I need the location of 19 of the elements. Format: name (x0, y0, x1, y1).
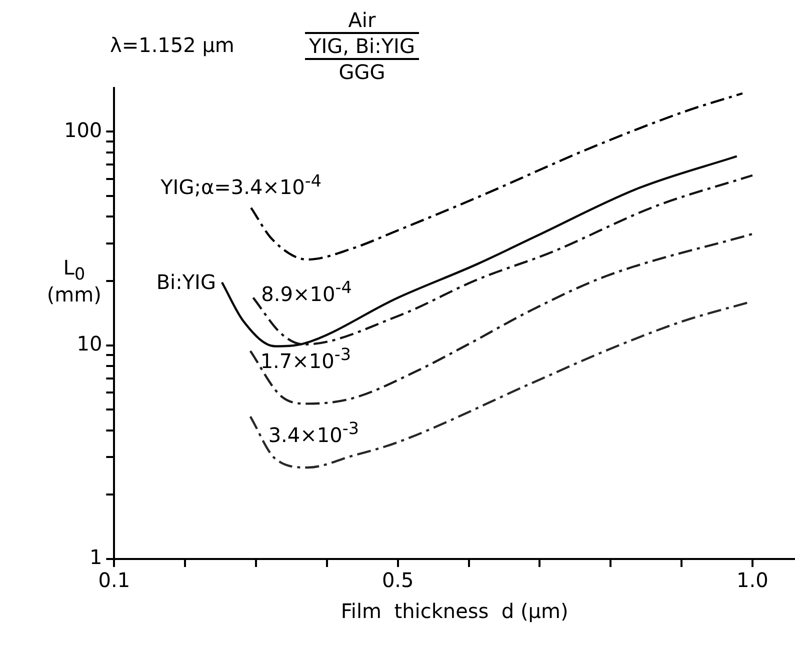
text: λ=1.152 μm (110, 33, 234, 57)
text: Air (347, 8, 377, 32)
y-tick-label: 10 (76, 332, 102, 356)
series-label: YIG;α=3.4×10$^{-4}$ (160, 171, 322, 199)
x-tick-label: 0.1 (98, 568, 130, 592)
y-axis-title: L$_{0}$ (mm) (46, 255, 102, 307)
x-tick-label: 1.0 (736, 568, 768, 592)
text: GGG (305, 58, 419, 84)
line-series (249, 301, 750, 469)
line-series (249, 232, 754, 405)
text: YIG, Bi:YIG (305, 32, 419, 58)
series-label: 8.9×10$^{-4}$ (261, 278, 352, 306)
y-tick-label: 1 (89, 545, 102, 570)
x-axis-title: Film thickness d (μm) (340, 599, 568, 624)
series-label: 3.4×10$^{-3}$ (268, 418, 359, 446)
y-tick-label: 100 (64, 118, 102, 142)
series-label: Bi:YIG (156, 270, 216, 294)
x-tick-label: 0.5 (382, 568, 414, 592)
series-label: 1.7×10$^{-3}$ (260, 345, 351, 373)
